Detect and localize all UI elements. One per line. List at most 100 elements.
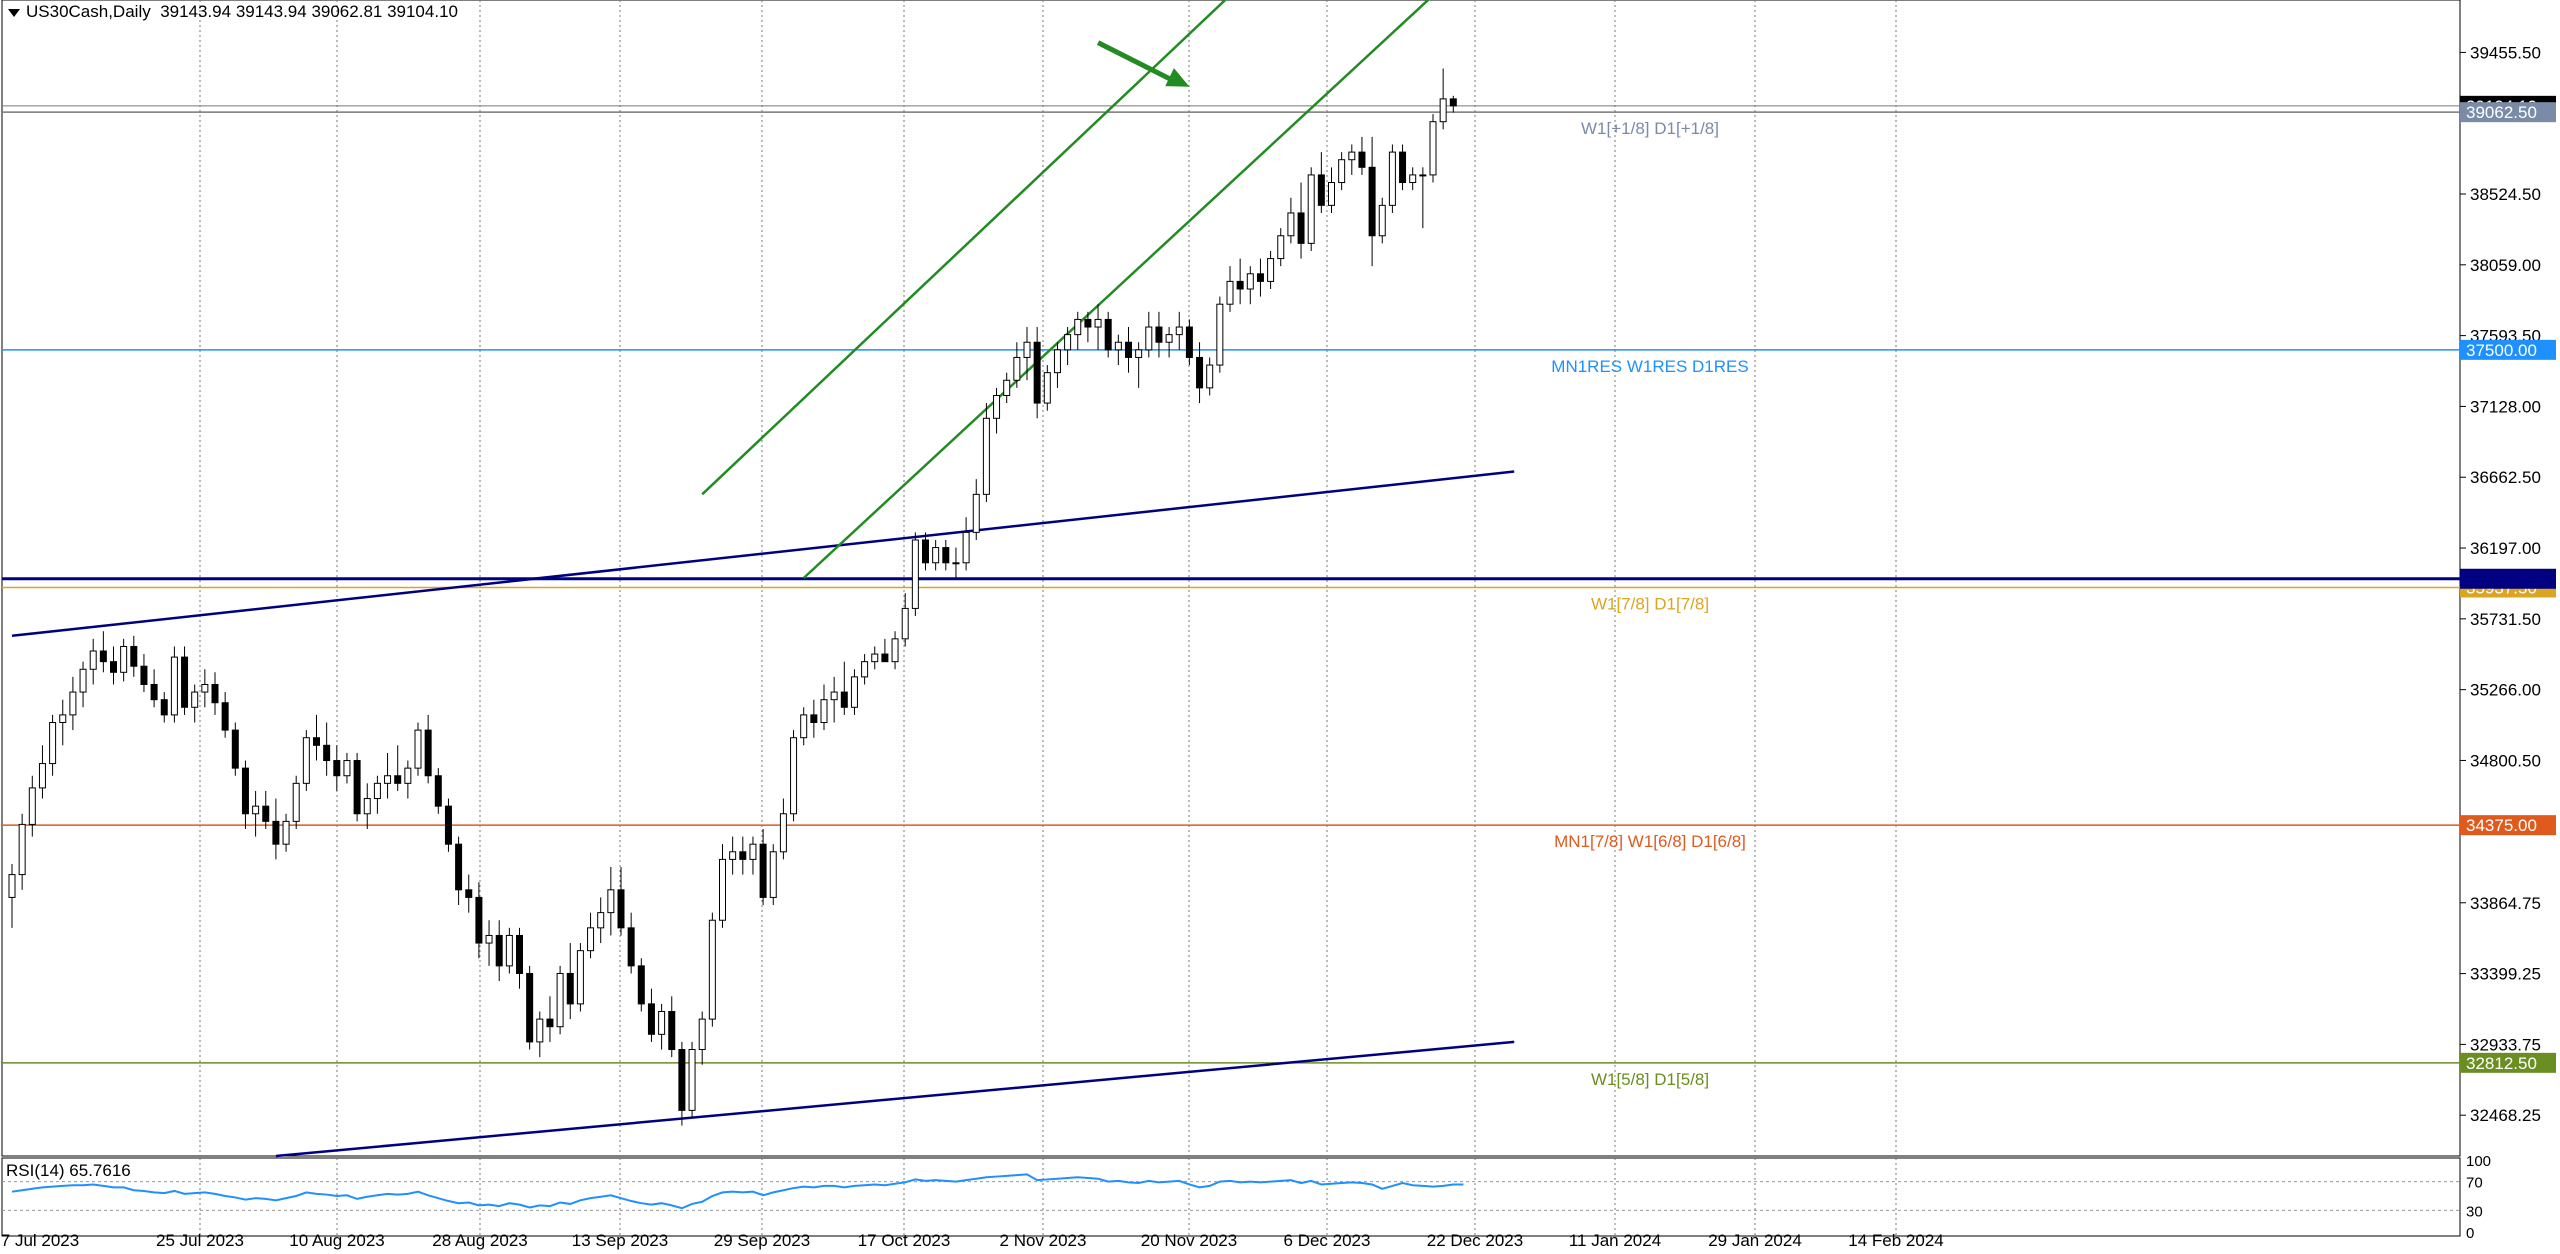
candle[interactable]: [566, 943, 574, 1020]
candle[interactable]: [881, 638, 889, 663]
candle[interactable]: [252, 790, 260, 837]
candle[interactable]: [820, 684, 828, 731]
candle[interactable]: [597, 897, 605, 944]
candle[interactable]: [719, 844, 726, 928]
candle[interactable]: [678, 1041, 686, 1126]
candle[interactable]: [160, 692, 168, 723]
candle[interactable]: [1216, 296, 1224, 373]
candle[interactable]: [59, 699, 67, 746]
candle[interactable]: [1317, 152, 1325, 213]
candle[interactable]: [485, 920, 493, 966]
candle[interactable]: [1429, 114, 1437, 183]
channel-top-line[interactable]: [701, 0, 1230, 496]
candle[interactable]: [1064, 327, 1072, 366]
candle[interactable]: [759, 828, 767, 906]
candle[interactable]: [1135, 342, 1143, 388]
candle[interactable]: [1206, 357, 1214, 396]
candle[interactable]: [556, 965, 564, 1035]
candle[interactable]: [150, 669, 158, 708]
candle[interactable]: [434, 768, 442, 814]
candle[interactable]: [1338, 152, 1346, 191]
candle[interactable]: [982, 403, 990, 502]
candle[interactable]: [536, 1011, 544, 1058]
candle[interactable]: [292, 775, 300, 829]
candle[interactable]: [282, 813, 290, 852]
candle[interactable]: [1165, 327, 1173, 358]
candle[interactable]: [617, 867, 625, 936]
candle[interactable]: [424, 714, 432, 784]
candle[interactable]: [384, 752, 392, 799]
candle[interactable]: [1043, 365, 1051, 411]
candle[interactable]: [769, 844, 777, 906]
candle[interactable]: [607, 867, 615, 936]
candle[interactable]: [1023, 327, 1031, 381]
candle[interactable]: [444, 798, 452, 852]
candle[interactable]: [1104, 311, 1112, 358]
candle[interactable]: [688, 1041, 696, 1118]
candle[interactable]: [79, 661, 87, 708]
candle[interactable]: [1094, 304, 1102, 350]
candle[interactable]: [1074, 311, 1082, 350]
candle[interactable]: [850, 669, 858, 715]
candle[interactable]: [1185, 319, 1193, 366]
candle[interactable]: [323, 722, 331, 776]
candle[interactable]: [69, 676, 77, 731]
candle[interactable]: [749, 836, 757, 875]
candle[interactable]: [861, 654, 869, 685]
candle[interactable]: [932, 539, 940, 571]
candle[interactable]: [1419, 167, 1427, 229]
candle[interactable]: [1439, 68, 1447, 130]
candle[interactable]: [231, 722, 239, 776]
candle[interactable]: [110, 646, 117, 685]
candle[interactable]: [1378, 197, 1386, 244]
candle[interactable]: [922, 532, 929, 571]
channel-bottom-line[interactable]: [802, 0, 1433, 579]
candle[interactable]: [830, 676, 838, 723]
lower-trend-line[interactable]: [275, 1040, 1515, 1158]
candle[interactable]: [1256, 258, 1264, 297]
candle[interactable]: [1084, 311, 1092, 343]
candle[interactable]: [353, 752, 361, 822]
collapse-triangle-icon[interactable]: [8, 8, 20, 17]
candle[interactable]: [191, 684, 199, 723]
candle[interactable]: [373, 775, 381, 814]
candle[interactable]: [28, 775, 36, 837]
candle[interactable]: [516, 927, 523, 989]
candle[interactable]: [1297, 182, 1305, 259]
candle[interactable]: [1155, 311, 1163, 358]
candle[interactable]: [1013, 342, 1021, 388]
candle[interactable]: [1196, 342, 1204, 404]
candle[interactable]: [99, 631, 107, 673]
candle[interactable]: [495, 920, 503, 982]
candle[interactable]: [201, 669, 209, 708]
candle[interactable]: [668, 996, 676, 1058]
candle[interactable]: [1328, 167, 1335, 213]
candle[interactable]: [1267, 250, 1275, 289]
upper-trend-line[interactable]: [11, 470, 1515, 638]
candle[interactable]: [647, 988, 655, 1042]
candle[interactable]: [18, 813, 26, 890]
candle[interactable]: [698, 1011, 706, 1065]
candle[interactable]: [942, 539, 950, 571]
candle[interactable]: [343, 752, 351, 784]
candle[interactable]: [729, 836, 737, 875]
candle[interactable]: [1287, 197, 1295, 244]
candle[interactable]: [455, 836, 463, 906]
candle[interactable]: [739, 836, 747, 875]
candle[interactable]: [972, 479, 980, 540]
candle[interactable]: [1348, 144, 1356, 175]
candle[interactable]: [1388, 144, 1396, 213]
candle[interactable]: [404, 760, 412, 799]
candle[interactable]: [272, 798, 280, 860]
candle[interactable]: [627, 912, 635, 974]
candle[interactable]: [546, 996, 554, 1042]
candle[interactable]: [1409, 167, 1417, 191]
candle[interactable]: [637, 958, 645, 1012]
candle[interactable]: [221, 692, 229, 738]
candle[interactable]: [465, 874, 473, 913]
candle[interactable]: [1246, 266, 1254, 305]
candle[interactable]: [1307, 167, 1315, 251]
candle[interactable]: [840, 661, 848, 715]
candle[interactable]: [1449, 95, 1457, 113]
candle[interactable]: [779, 798, 787, 860]
